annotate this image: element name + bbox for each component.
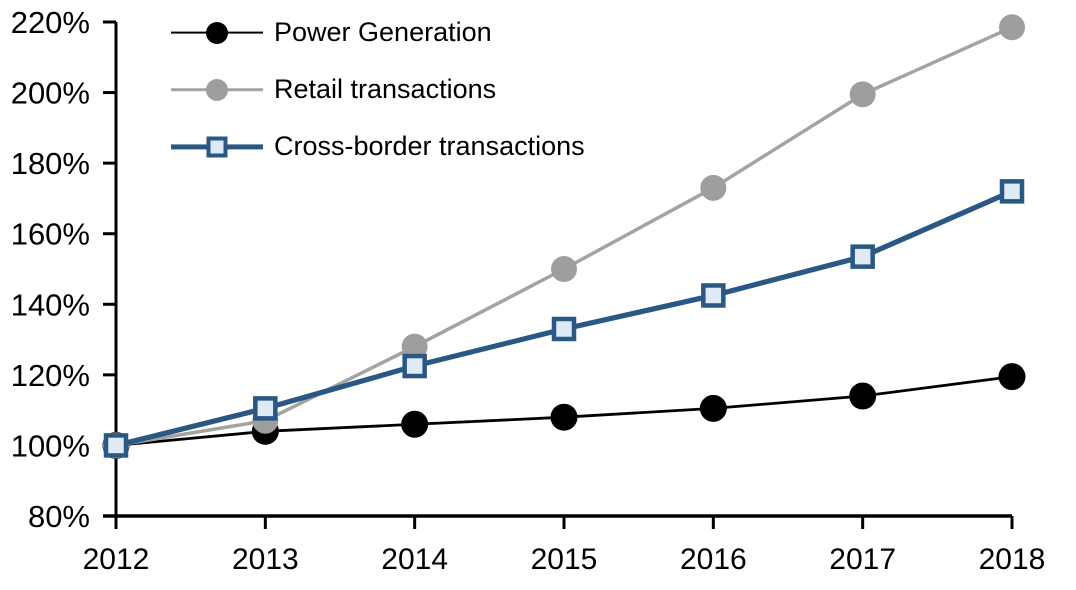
chart-legend: Power Generation Retail transactions Cro… [171, 4, 585, 175]
data-point-retail-transactions [849, 81, 876, 108]
y-axis-label: 120% [11, 358, 90, 393]
data-point-retail-transactions [700, 174, 727, 201]
y-axis-label: 180% [11, 146, 90, 181]
x-axis-label: 2013 [232, 543, 299, 576]
legend-item-cross-border-transactions: Cross-border transactions [171, 118, 585, 175]
y-axis-label: 160% [11, 217, 90, 252]
data-point-power-generation [699, 394, 727, 422]
data-point-retail-transactions [401, 333, 428, 360]
data-point-cross-border-transactions [551, 316, 577, 342]
data-point-cross-border-transactions [103, 433, 129, 458]
data-point-cross-border-transactions [253, 396, 278, 421]
data-point-cross-border-transactions [850, 244, 875, 269]
data-point-power-generation [998, 363, 1026, 391]
y-axis-label: 200% [11, 76, 90, 111]
legend-label-cross-border-transactions: Cross-border transactions [274, 131, 585, 161]
y-axis-label: 220% [11, 5, 90, 40]
data-point-cross-border-transactions [999, 179, 1025, 204]
x-axis-label: 2016 [680, 543, 747, 576]
data-point-cross-border-transactions [402, 353, 427, 379]
data-point-power-generation [401, 410, 429, 438]
y-axis-label: 80% [28, 499, 90, 534]
x-axis-label: 2017 [829, 543, 896, 576]
data-point-cross-border-transactions [701, 283, 726, 308]
legend-line-sample-power-generation [171, 17, 263, 49]
circle-marker-icon [206, 78, 228, 101]
legend-line-sample-cross-border-transactions [171, 131, 263, 163]
x-axis-label: 2018 [979, 543, 1046, 576]
x-axis-label: 2015 [531, 543, 598, 576]
data-point-retail-transactions [999, 14, 1025, 41]
data-point-retail-transactions [551, 256, 577, 282]
legend-item-power-generation: Power Generation [171, 4, 585, 61]
legend-label-retail-transactions: Retail transactions [274, 74, 497, 104]
legend-line-sample-retail-transactions [171, 74, 263, 106]
data-point-power-generation [550, 403, 578, 431]
legend-item-retail-transactions: Retail transactions [171, 61, 585, 118]
circle-marker-icon [206, 21, 228, 44]
data-point-power-generation [849, 382, 877, 410]
x-axis-label: 2012 [83, 543, 150, 576]
square-marker-icon [206, 136, 228, 157]
y-axis-label: 100% [11, 428, 90, 463]
legend-label-power-generation: Power Generation [274, 17, 492, 47]
y-axis-label: 140% [11, 287, 90, 322]
x-axis-label: 2014 [381, 543, 448, 576]
